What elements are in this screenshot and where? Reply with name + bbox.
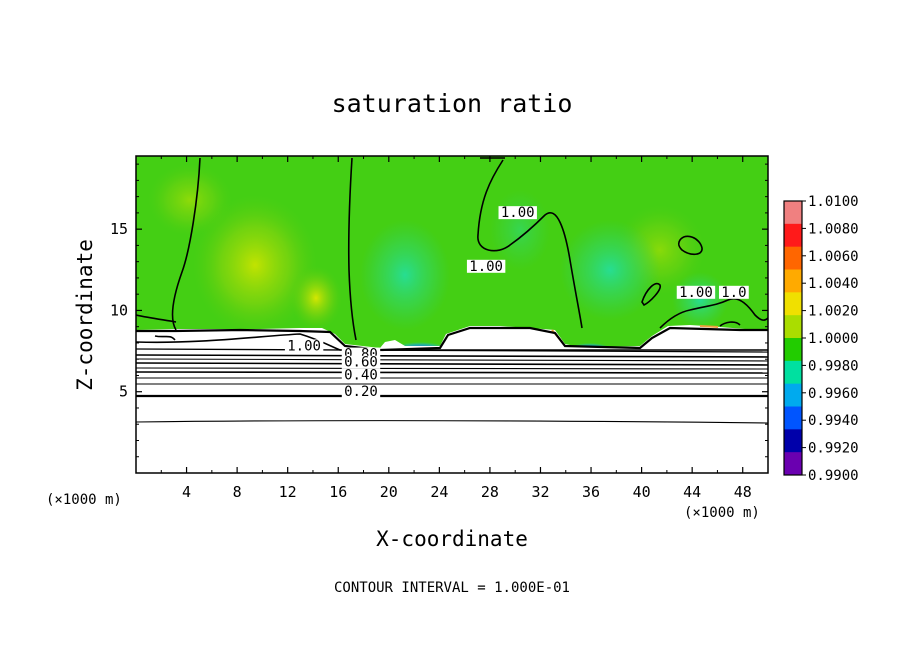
colorbar-segment — [784, 292, 802, 316]
plot-frame — [135, 155, 769, 474]
colorbar-label: 0.9940 — [808, 413, 859, 429]
colorbar-label: 0.9960 — [808, 386, 859, 402]
x-tick-label: 32 — [531, 483, 549, 501]
contour-label-bg — [284, 339, 324, 353]
y-tick-label: 15 — [110, 220, 128, 238]
contour-label: 1.00 — [679, 285, 713, 301]
contour-label-bg — [466, 259, 506, 273]
contour-label: 1.0 — [721, 285, 746, 301]
contour-label: 0.40 — [344, 368, 378, 384]
x-tick-label: 16 — [329, 483, 347, 501]
colorbar-segments — [784, 201, 802, 476]
contour-label: 0.20 — [344, 384, 378, 400]
x-tick-label: 4 — [182, 483, 191, 501]
contour-label: 1.00 — [287, 338, 321, 354]
field-high-region — [290, 266, 342, 330]
unsaturated-region — [136, 325, 768, 473]
x-unit-right: (×1000 m) — [684, 505, 760, 521]
colorbar-segment — [784, 201, 802, 225]
colorbar-label: 0.9980 — [808, 358, 859, 374]
contour-label: 1.00 — [469, 259, 503, 275]
colorbar-segment — [784, 406, 802, 430]
colorbar-segment — [784, 360, 802, 385]
colorbar-label: 0.9920 — [808, 441, 859, 457]
colorbar-segment — [784, 223, 802, 248]
contour-label-bg — [718, 285, 749, 299]
x-tick-label: 24 — [430, 483, 448, 501]
upper-contours — [136, 157, 768, 341]
contour-label-bg — [341, 368, 381, 382]
colorbar-segment — [784, 315, 802, 339]
colorbar-label: 1.0080 — [808, 221, 859, 237]
colorbar-segment — [784, 338, 802, 362]
contour-label-bg — [498, 206, 537, 220]
x-axis: 4 8 12 16 20 24 28 32 36 40 44 48 — [160, 156, 752, 501]
contour-label: 0.60 — [344, 355, 378, 371]
field-high-region — [148, 164, 232, 236]
chart-title: saturation ratio — [332, 89, 573, 118]
field-high-region — [193, 195, 317, 335]
colorbar-label: 1.0040 — [808, 276, 859, 292]
y-axis-title: Z-coordinate — [73, 239, 97, 391]
field-low-region — [560, 220, 660, 320]
x-tick-label: 12 — [279, 483, 297, 501]
x-tick-label: 20 — [380, 483, 398, 501]
colorbar-segment — [784, 246, 802, 270]
colorbar-segment — [784, 269, 802, 293]
colorbar-segment — [784, 383, 802, 407]
contour-labels: 1.001.001.00 1.01.000.800.600.400.20 — [284, 205, 749, 400]
lower-contours — [136, 326, 768, 424]
x-tick-label: 8 — [233, 483, 242, 501]
x-tick-label: 44 — [683, 483, 701, 501]
x-unit-left: (×1000 m) — [46, 492, 122, 508]
x-axis-title: X-coordinate — [376, 527, 528, 551]
colorbar: 1.0100 1.0080 1.0060 1.0040 1.0020 1.0000 0.99… — [783, 194, 859, 484]
contour-label-bg — [676, 285, 716, 299]
contour-label: 1.00 — [501, 205, 535, 221]
x-tick-label: 40 — [633, 483, 651, 501]
x-tick-label: 48 — [734, 483, 752, 501]
colorbar-label: 1.0020 — [808, 304, 859, 320]
contour-label-bg — [341, 355, 381, 369]
contour-interval-note: CONTOUR INTERVAL = 1.000E-01 — [334, 580, 570, 596]
colorbar-segment — [784, 429, 802, 453]
field-low-region — [360, 220, 450, 330]
colorbar-label: 1.0100 — [808, 194, 859, 210]
colorbar-label: 1.0060 — [808, 249, 859, 265]
x-tick-label: 28 — [481, 483, 499, 501]
y-tick-label: 5 — [119, 383, 128, 401]
y-tick-label: 10 — [110, 301, 128, 319]
colorbar-segment — [784, 452, 802, 476]
contour-label-bg — [341, 384, 381, 398]
colorbar-labels: 1.0100 1.0080 1.0060 1.0040 1.0020 1.0000 0.99… — [802, 194, 859, 484]
y-axis: 5 10 15 — [110, 163, 768, 458]
x-tick-label: 36 — [582, 483, 600, 501]
colorbar-label: 1.0000 — [808, 331, 859, 347]
cloud-edge — [699, 325, 719, 328]
plot-area — [136, 156, 768, 473]
colorbar-label: 0.9900 — [808, 468, 859, 484]
